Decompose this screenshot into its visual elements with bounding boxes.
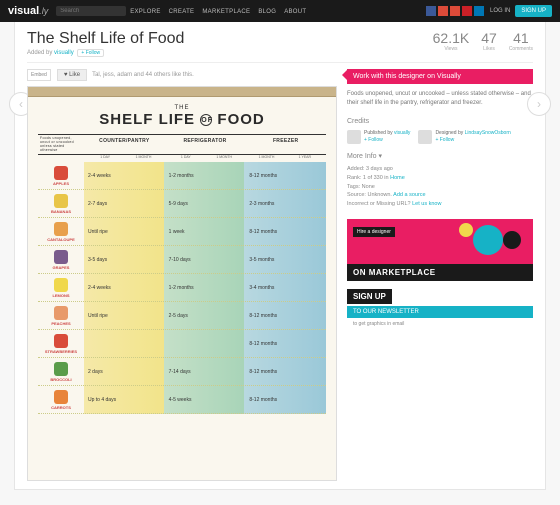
marketplace-promo[interactable]: Hire a designer ON MARKETPLACE [347, 219, 533, 281]
nav-link[interactable]: ABOUT [284, 9, 306, 15]
publisher-icon [347, 130, 361, 144]
info-line: Incorrect or Missing URL? Let us know [347, 200, 533, 209]
social-icon[interactable] [474, 6, 484, 16]
poster-subhead: 1 DAY1 MONTH 1 DAY1 MONTH 1 MONTH1 YEAR [38, 155, 326, 159]
poster-rows: APPLES2-4 weeks1-2 months8-12 monthsBANA… [38, 162, 326, 414]
info-link[interactable]: Add a source [393, 192, 425, 198]
nav-link[interactable]: CREATE [169, 9, 195, 15]
newsletter-promo[interactable]: SIGN UP TO OUR NEWSLETTER to get graphic… [347, 289, 533, 330]
info-line: Added: 3 days ago [347, 165, 533, 174]
main-column: Embed ♥ Like Tal, jess, adam and 44 othe… [27, 69, 337, 481]
social-icon[interactable] [450, 6, 460, 16]
poster-head: Foods unopened, uncut or uncooked unless… [38, 134, 326, 155]
author-link[interactable]: visually [54, 50, 74, 56]
food-row: STRAWBERRIES8-12 months [38, 330, 326, 358]
follow-designer[interactable]: + Follow [435, 137, 454, 143]
infographic-poster[interactable]: THE SHELF LIFE OF FOOD Foods unopened, u… [27, 86, 337, 481]
next-button[interactable]: › [527, 92, 551, 116]
page-content: ‹ › The Shelf Life of Food Added by visu… [14, 22, 546, 490]
search-input[interactable] [56, 6, 126, 16]
designer-icon [418, 130, 432, 144]
food-row: BANANAS2-7 days5-9 days2-3 months [38, 190, 326, 218]
food-row: CARROTSUp to 4 days4-5 weeks8-12 months [38, 386, 326, 414]
login-link[interactable]: LOG IN [490, 8, 510, 14]
logo[interactable]: visual.ly [8, 5, 48, 17]
moreinfo: Added: 3 days agoRank: 1 of 330 in HomeT… [347, 165, 533, 209]
social-icon[interactable] [438, 6, 448, 16]
food-row: CANTALOUPEUntil ripe1 week8-12 months [38, 218, 326, 246]
nav-link[interactable]: EXPLORE [130, 9, 160, 15]
byline: Added by visually + Follow [27, 50, 184, 56]
stat: 47Likes [481, 30, 497, 56]
stats: 62.1KViews 47Likes 41Comments [421, 30, 533, 56]
like-button[interactable]: ♥ Like [57, 69, 87, 81]
info-line: Tags: None [347, 183, 533, 192]
social-icon[interactable] [426, 6, 436, 16]
info-link[interactable]: Let us know [412, 201, 441, 207]
credits: Published by visually+ Follow Designed b… [347, 130, 533, 144]
follow-button[interactable]: + Follow [77, 49, 104, 57]
info-line: Rank: 1 of 330 in Home [347, 174, 533, 183]
moreinfo-title[interactable]: More Info ▾ [347, 152, 533, 160]
like-bar: Embed ♥ Like Tal, jess, adam and 44 othe… [27, 69, 337, 81]
page-title: The Shelf Life of Food [27, 30, 184, 48]
designer-link[interactable]: LindsaySnowOsborn [465, 130, 511, 136]
topbar: visual.ly EXPLORE CREATE MARKETPLACE BLOG AB… [0, 0, 560, 22]
nav-link[interactable]: BLOG [258, 9, 276, 15]
stat: 41Comments [509, 30, 533, 56]
social-icon[interactable] [462, 6, 472, 16]
likers-text: Tal, jess, adam and 44 others like this. [92, 72, 194, 78]
description: Foods unopened, uncut or uncooked – unle… [347, 90, 533, 108]
food-row: PEACHESUntil ripe2-5 days8-12 months [38, 302, 326, 330]
embed-button[interactable]: Embed [27, 69, 51, 81]
page-header: The Shelf Life of Food Added by visually… [27, 30, 533, 63]
food-row: APPLES2-4 weeks1-2 months8-12 months [38, 162, 326, 190]
sidebar: Work with this designer on Visually Food… [347, 69, 533, 481]
food-row: LEMONS2-4 weeks1-2 months3-4 months [38, 274, 326, 302]
nav-link[interactable]: MARKETPLACE [202, 9, 250, 15]
signup-button[interactable]: SIGN UP [515, 5, 552, 17]
social-icons[interactable] [425, 6, 485, 16]
main-nav: EXPLORE CREATE MARKETPLACE BLOG ABOUT [126, 8, 310, 15]
publisher-link[interactable]: visually [394, 130, 410, 136]
food-row: GRAPES3-5 days7-10 days3-5 months [38, 246, 326, 274]
credits-title: Credits [347, 118, 533, 125]
food-row: BROCCOLI2 days7-14 days8-12 months [38, 358, 326, 386]
follow-publisher[interactable]: + Follow [364, 137, 383, 143]
cta-banner[interactable]: Work with this designer on Visually [347, 69, 533, 84]
info-link[interactable]: Home [390, 175, 405, 181]
stat: 62.1KViews [433, 30, 470, 56]
info-line: Source: Unknown. Add a source [347, 191, 533, 200]
poster-title: THE SHELF LIFE OF FOOD [28, 105, 336, 128]
